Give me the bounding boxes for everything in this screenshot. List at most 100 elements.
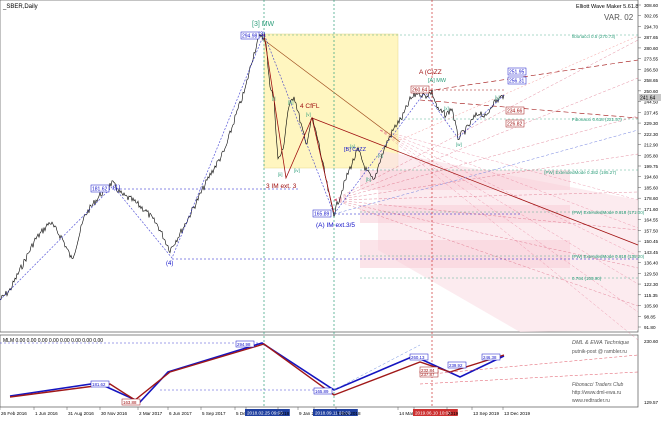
sub-trend-2: [419, 354, 639, 376]
level-b-text: 181.62: [92, 187, 108, 193]
hi-right-1-text: 251.95: [509, 70, 525, 76]
trend-line-1: [311, 117, 639, 246]
hi-right-1-tag: [507, 67, 527, 76]
waveB-cozz-label: [B] CoZZ: [344, 147, 367, 153]
time-tick-label: 2 Mar 2017: [139, 411, 163, 416]
level-max-text: 294.98: [242, 34, 258, 40]
sub-tag: [419, 366, 439, 374]
mid-1-text: 234.66: [507, 109, 523, 115]
price-tick-label: 194.60: [644, 175, 658, 180]
sub-tag: [235, 340, 255, 348]
price-tick-label: 250.60: [644, 89, 658, 94]
sub-wave-label: [y]: [495, 95, 500, 100]
price-tick-label: 205.80: [644, 153, 658, 158]
time-marker-label: 2019.06.10 10:00: [415, 411, 451, 416]
fibo-top-label: fibonacci 0.5 (270.73): [572, 34, 616, 39]
footer-line-1: DML & EWA Technique: [572, 340, 629, 346]
hi-right-2-tag: [507, 76, 527, 85]
sub-axis-label: 129.57: [644, 400, 658, 405]
sub-tag: [90, 380, 110, 388]
wave3-label: (3): [258, 32, 265, 38]
wave3-im-label: 3 IM ext. 3: [266, 183, 297, 190]
sub-wave-label: [w]: [456, 142, 462, 147]
price-tick-label: 273.55: [644, 57, 658, 62]
price-tick-label: 302.05: [644, 14, 658, 19]
channel-ray: [333, 115, 639, 201]
time-tick-label: 26 Feb 2016: [1, 411, 27, 416]
time-tick-label: 1 Jun 2016: [35, 411, 58, 416]
wave-path: [0, 33, 505, 301]
wave4-cfl-label: 4 CfFL: [300, 103, 320, 110]
price-tick-label: 266.50: [644, 67, 658, 72]
sub-tag-label: 163.88: [123, 400, 137, 405]
price-tick-label: 212.90: [644, 143, 658, 148]
current-price-tag: [639, 94, 661, 101]
level-low-text: 165.89: [314, 212, 330, 218]
price-tick-label: 105.90: [644, 304, 658, 309]
price-tick-label: 91.80: [644, 325, 656, 330]
level-1-text: 260.64: [412, 88, 428, 94]
price-tick-label: 258.65: [644, 78, 658, 83]
channel-ray: [333, 77, 639, 201]
time-tick-label: 5 Sep 2017: [202, 411, 226, 416]
price-tick-label: 129.50: [644, 271, 658, 276]
footer-line-2: putnik-post @ rambler.ru: [572, 349, 627, 355]
sub-trend-3: [419, 371, 639, 385]
price-tick-label: 237.45: [644, 110, 658, 115]
price-tick-label: 222.30: [644, 132, 658, 137]
sub-trend: [333, 344, 421, 391]
sub-wave-label: [iv]: [294, 168, 300, 173]
sub-wave-label: [c]: [378, 153, 383, 158]
price-tick-label: 294.70: [644, 24, 658, 29]
sub-wave-label: [v]: [306, 112, 311, 117]
sub-tag-label: 237.87: [421, 372, 435, 377]
pink-band-3: [360, 240, 570, 268]
wave4-bottom-label: (4): [166, 261, 173, 267]
channel-ray: [333, 39, 639, 201]
price-tick-label: 229.30: [644, 121, 658, 126]
time-marker-tag: [245, 409, 290, 416]
price-tick-label: 136.40: [644, 261, 658, 266]
channel-ray: [333, 153, 639, 201]
sub-wave-label: [b]: [366, 177, 371, 182]
sub-window-footer: DML & EWA Technique putnik-post @ ramble…: [572, 340, 629, 404]
time-tick-label: 30 Nov 2016: [101, 411, 127, 416]
sub-tag: [121, 398, 141, 406]
sub-wave-label: [iii]: [288, 100, 294, 105]
time-tick-label: 13 Sep 2019: [473, 411, 500, 416]
waveA-mw-label: [A] MW: [428, 78, 447, 84]
time-marker-label: 2018.09.11 06:00: [315, 411, 351, 416]
time-tick-label: 13 Dec 2019: [504, 411, 530, 416]
trend-line-4: [419, 99, 639, 119]
price-tick-label: 308.60: [644, 3, 658, 8]
fibo-mid-label: Fibonacci 0.618 (221.57): [572, 117, 622, 122]
mid-2-text: 226.82: [507, 122, 523, 128]
time-axis: 26 Feb 2016 1 Jun 2016 31 Aug 2016 30 Nov 2…: [0, 407, 530, 416]
level-b-tag: [90, 184, 110, 193]
waveA-im-label: (A) IM ext.3/5: [316, 222, 355, 229]
time-tick-label: 2018: [279, 411, 290, 416]
channel-ray: [333, 199, 639, 269]
sub-wave-label: [i]: [272, 96, 276, 101]
trend-line-5: [333, 129, 639, 215]
channel-ray: [333, 199, 639, 307]
price-tick-label: 143.45: [644, 250, 658, 255]
footer-line-5: www.redtrader.ru: [572, 398, 610, 404]
symbol-label: _SBER,Daily: [2, 4, 38, 10]
price-tick-label: 164.55: [644, 218, 658, 223]
sub-plot-frame: [0, 334, 639, 408]
price-tick-label: 122.30: [644, 282, 658, 287]
trend-line-2: [263, 39, 401, 143]
channel-ray-lower: [379, 129, 639, 257]
sub-wave-label: [a]: [350, 144, 355, 149]
indicator-name: Elliott Wave Maker 5.61.8: [576, 4, 638, 10]
pink-band-2: [360, 205, 570, 223]
hi-right-2-text: 256.31: [509, 79, 525, 85]
wave-abc: [263, 33, 335, 215]
price-axis: 308.60 302.05 294.70 287.65 280.60 273.55 266.…: [638, 3, 658, 405]
sub-tag-label: 232.84: [421, 368, 435, 373]
trend-line-3: [419, 59, 639, 93]
sub-wave-label: [x]: [444, 106, 449, 111]
time-marker-tag: [413, 409, 458, 416]
